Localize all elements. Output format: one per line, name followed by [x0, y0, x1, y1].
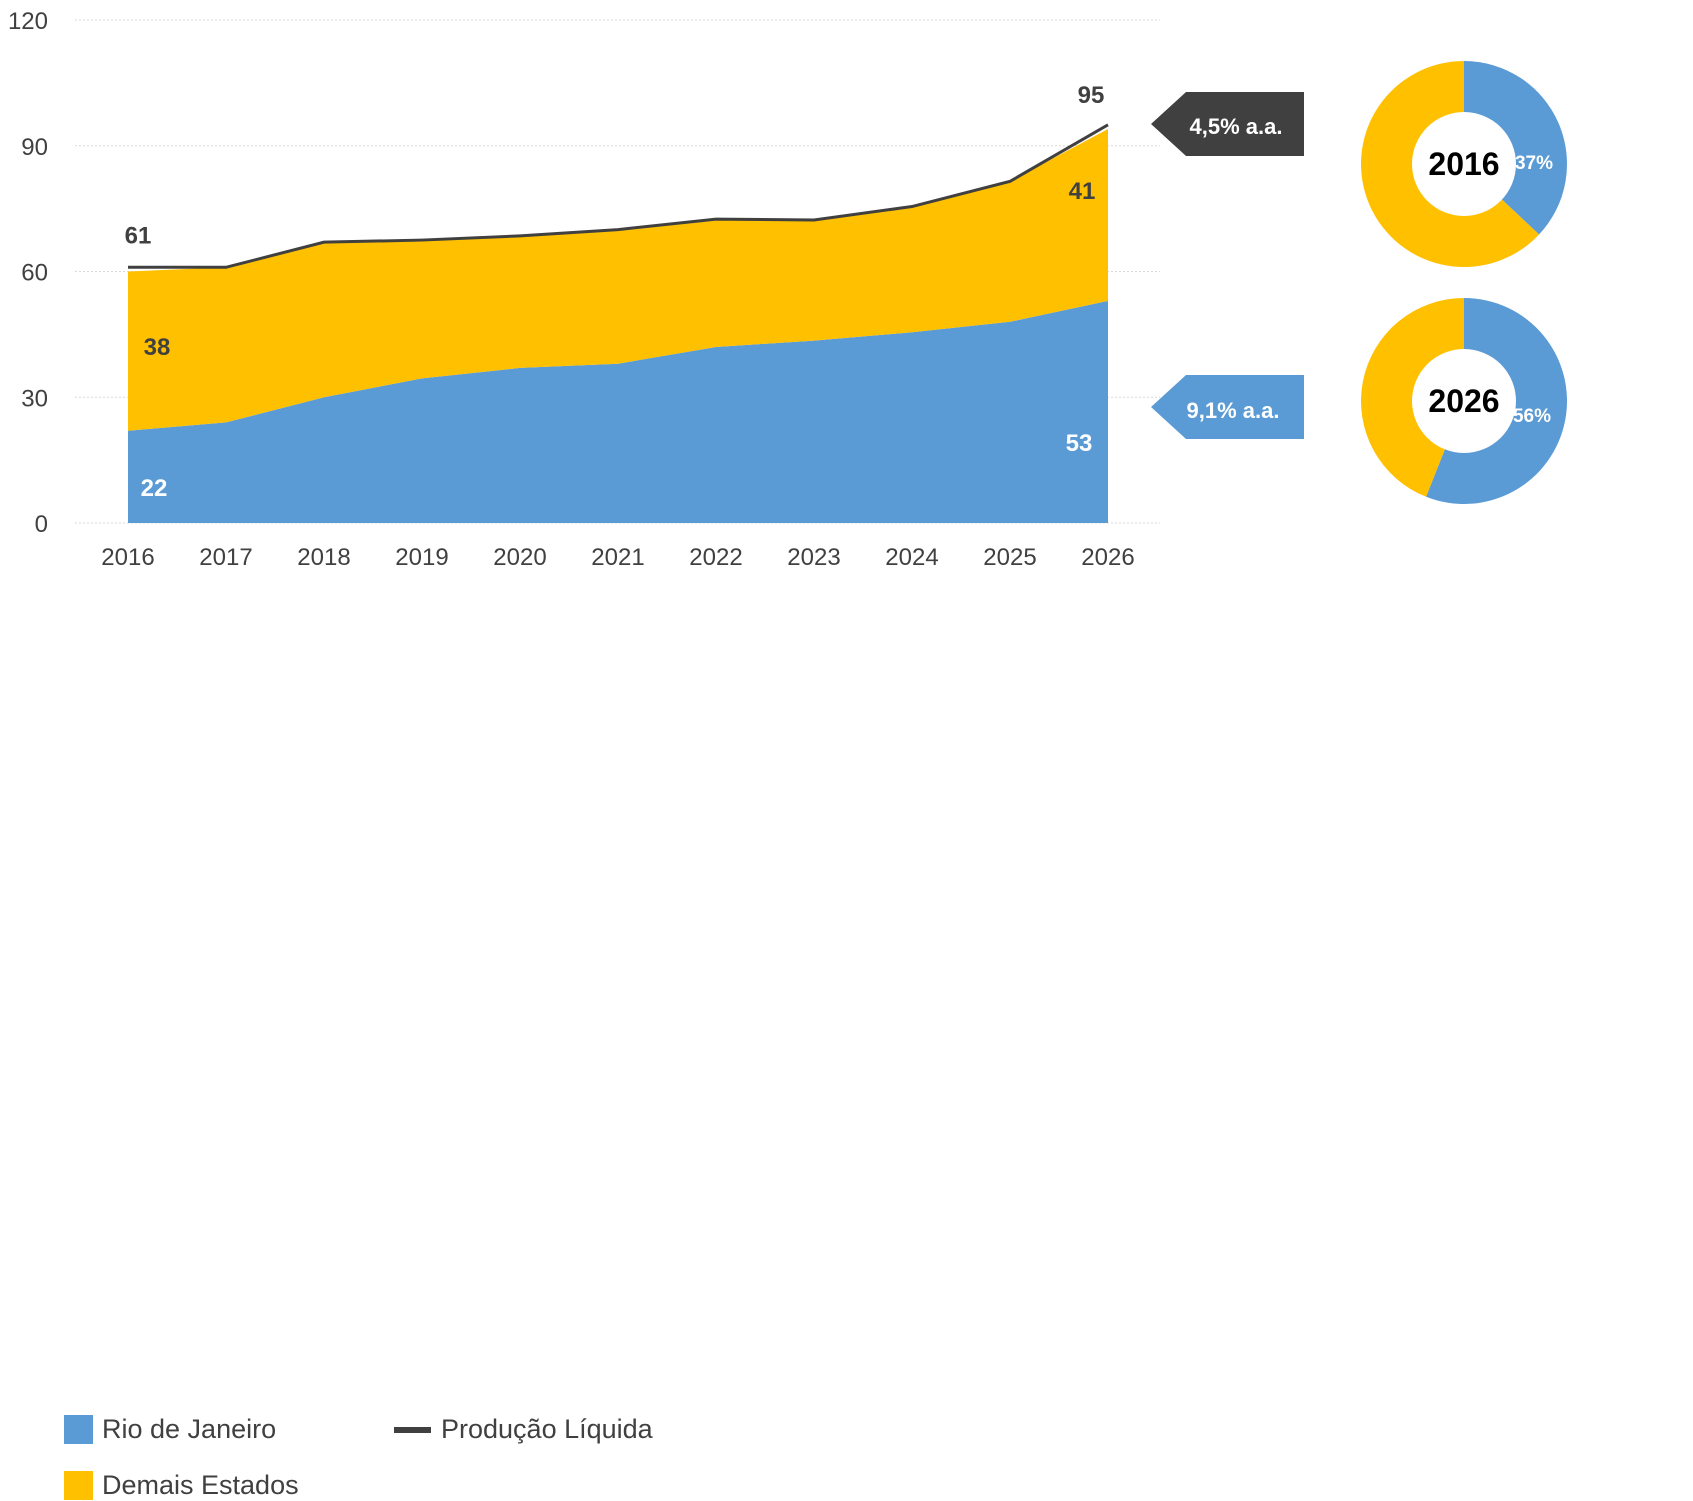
data-label-demais-start: 38: [144, 334, 171, 361]
legend-label-demais: Demais Estados: [102, 1470, 299, 1500]
x-tick-label: 2020: [493, 544, 546, 571]
x-tick-label: 2023: [787, 544, 840, 571]
donut-hole: [1412, 112, 1516, 216]
legend-item-rio: Rio de Janeiro: [64, 1414, 276, 1445]
data-label-rio-end: 53: [1066, 430, 1093, 457]
donut-2026: 2026 56%: [1360, 298, 1567, 504]
x-tick-label: 2021: [591, 544, 644, 571]
x-tick-label: 2017: [199, 544, 252, 571]
chart-stage: 0 30 60 90 120 2016 2017 2018 2019 2020 2021 2022 2…: [8, 8, 1568, 1500]
callout-rio-text: 9,1% a.a.: [1187, 398, 1280, 423]
x-axis-ticks: 2016 2017 2018 2019 2020 2021 2022 2023 2024 2025…: [101, 544, 1134, 571]
data-label-total-end: 95: [1078, 82, 1105, 109]
donut-slice-rio: [1464, 61, 1568, 235]
data-label-total-start: 61: [125, 222, 152, 249]
x-tick-label: 2018: [297, 544, 350, 571]
data-label-demais-end: 41: [1069, 178, 1096, 205]
area-rio-de-janeiro: [128, 300, 1108, 523]
line-producao-liquida: [128, 123, 1109, 269]
callout-rio-growth: 9,1% a.a.: [1151, 375, 1304, 439]
y-tick-label: 90: [21, 134, 48, 161]
data-labels: 61 95 38 41 22 53: [125, 82, 1105, 502]
x-tick-label: 2026: [1081, 544, 1134, 571]
legend-item-line: Produção Líquida: [394, 1414, 653, 1445]
y-tick-label: 30: [21, 385, 48, 412]
y-tick-label: 0: [35, 511, 48, 538]
x-tick-label: 2016: [101, 544, 154, 571]
callout-total-growth: 4,5% a.a.: [1151, 92, 1304, 156]
legend-label-rio: Rio de Janeiro: [102, 1414, 277, 1444]
y-tick-label: 60: [21, 260, 48, 287]
legend-item-demais: Demais Estados: [64, 1470, 299, 1501]
data-label-rio-start: 22: [141, 475, 168, 502]
donut-2016: 2016 37%: [1361, 61, 1568, 267]
x-tick-label: 2022: [689, 544, 742, 571]
x-tick-label: 2025: [983, 544, 1036, 571]
donut-hole: [1412, 349, 1516, 453]
donut-center-label: 2026: [1428, 383, 1499, 419]
y-axis-ticks: 0 30 60 90 120: [8, 8, 48, 538]
donut-slice-label: 37%: [1515, 153, 1553, 174]
x-tick-label: 2024: [885, 544, 938, 571]
callout-total-shape: [1151, 92, 1304, 156]
x-tick-label: 2019: [395, 544, 448, 571]
legend-swatch-line: [394, 1426, 431, 1433]
callout-rio-shape: [1151, 375, 1304, 439]
legend-swatch-rio: [64, 1415, 93, 1444]
legend-label-line: Produção Líquida: [441, 1414, 653, 1444]
legend-swatch-demais: [64, 1471, 93, 1500]
y-tick-label: 120: [8, 8, 48, 35]
area-demais-estados: [128, 128, 1108, 431]
donut-slice-label: 56%: [1513, 406, 1551, 427]
area-series: [128, 123, 1109, 523]
callout-total-text: 4,5% a.a.: [1190, 114, 1283, 139]
donut-center-label: 2016: [1428, 146, 1499, 182]
